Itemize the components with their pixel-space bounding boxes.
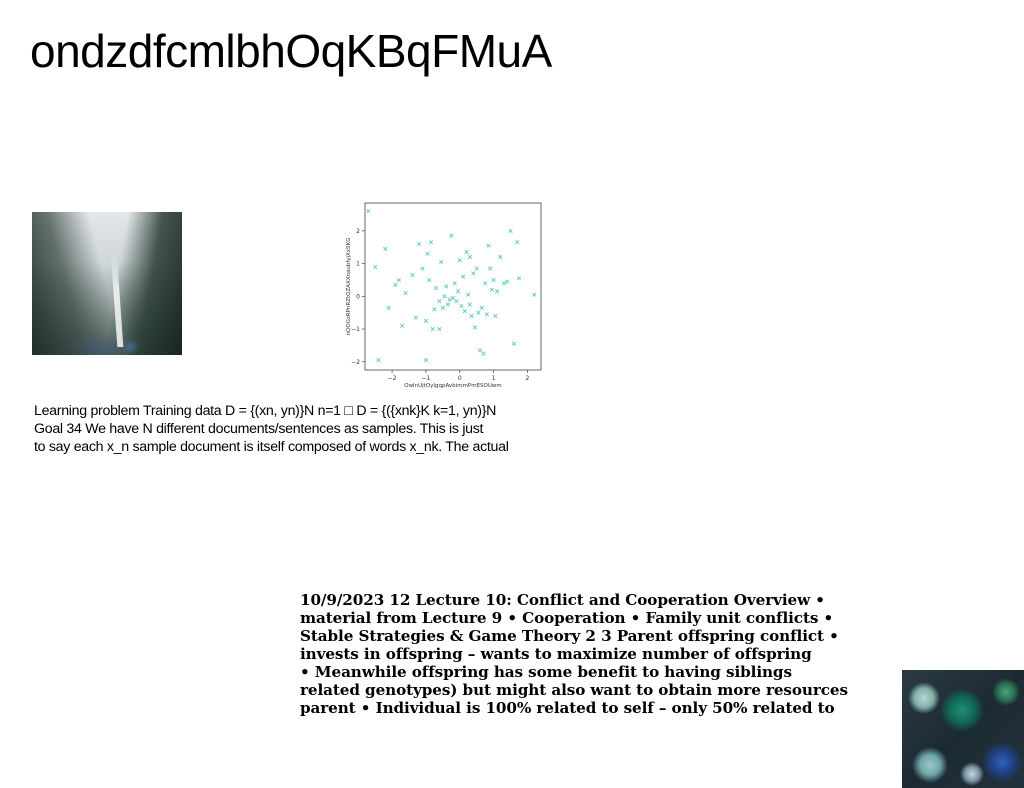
scatter-point xyxy=(467,254,473,260)
scatter-point xyxy=(462,308,467,314)
scatter-point xyxy=(373,264,378,269)
scatter-point xyxy=(440,305,445,310)
scatter-point xyxy=(410,272,415,278)
scatter-chart: −2 −1 0 1 2 −2 −1 0 1 2 OwlnUjtOyIgqpAvbimmPmESOUw… xyxy=(336,196,548,392)
y-tick-label: −1 xyxy=(351,326,360,333)
text-line: invests in offspring – wants to maximize… xyxy=(300,645,812,663)
learning-problem-text: Learning problem Training data D = {(xn,… xyxy=(34,402,614,456)
scatter-point xyxy=(437,299,442,304)
scatter-point xyxy=(432,307,437,312)
scatter-plot-svg: −2 −1 0 1 2 −2 −1 0 1 2 OwlnUjtOyIgqpAvbimmPmESOUw… xyxy=(346,202,542,389)
scatter-point xyxy=(466,292,471,297)
scatter-point xyxy=(493,313,498,319)
scatter-point xyxy=(449,233,454,238)
scatter-point xyxy=(400,323,405,328)
scatter-point xyxy=(511,341,517,346)
scatter-point xyxy=(383,246,388,251)
scatter-point xyxy=(442,294,447,299)
scatter-point xyxy=(489,287,495,292)
food-bowls-photo xyxy=(902,670,1024,788)
scatter-point xyxy=(471,271,476,276)
scatter-point xyxy=(366,209,371,214)
scatter-point xyxy=(455,289,461,294)
scatter-point xyxy=(413,315,418,320)
scatter-point xyxy=(486,243,491,248)
text-line: material from Lecture 9 • Cooperation • … xyxy=(300,609,834,627)
scatter-point xyxy=(454,299,459,304)
text-line: parent • Individual is 100% related to s… xyxy=(300,699,835,717)
scatter-point xyxy=(452,281,457,286)
scatter-point xyxy=(459,304,464,309)
scatter-point xyxy=(469,313,474,319)
scatter-point xyxy=(403,290,408,296)
scatter-point xyxy=(430,326,435,332)
x-tick-label: −2 xyxy=(388,375,397,382)
scatter-point xyxy=(515,240,520,245)
text-line: • Meanwhile offspring has some benefit t… xyxy=(300,663,792,681)
x-tick-label: 1 xyxy=(492,375,496,382)
scatter-point xyxy=(477,348,483,353)
scatter-point xyxy=(428,240,434,245)
scatter-point xyxy=(423,358,429,363)
scatter-point xyxy=(445,302,451,307)
scatter-point xyxy=(481,351,486,356)
text-line: Stable Strategies & Game Theory 2 3 Pare… xyxy=(300,627,839,645)
scatter-point xyxy=(532,292,537,297)
scatter-point xyxy=(498,254,503,260)
scatter-point xyxy=(461,274,466,279)
scatter-point xyxy=(472,325,478,330)
x-axis-label: OwlnUjtOyIgqpAvbimmPmESOUwm xyxy=(404,383,502,389)
scatter-point xyxy=(444,284,449,289)
y-tick-label: −2 xyxy=(351,359,360,366)
scatter-point xyxy=(396,277,401,283)
scatter-point xyxy=(457,258,462,263)
text-line: related genotypes) but might also want t… xyxy=(300,681,848,699)
y-axis-label: nQOGzRPnRZtQZAXXnaubfyjXxSKG xyxy=(346,238,352,336)
scatter-point xyxy=(501,281,506,286)
scatter-point xyxy=(433,286,439,291)
scatter-point xyxy=(488,266,493,271)
scatter-point xyxy=(420,266,425,271)
scatter-point xyxy=(474,266,479,271)
scatter-point xyxy=(508,228,513,233)
x-tick-label: 2 xyxy=(526,375,530,382)
scatter-point xyxy=(479,305,484,310)
scatter-point xyxy=(505,279,510,284)
x-tick-label: 0 xyxy=(458,375,462,382)
scatter-point xyxy=(494,289,500,294)
text-line: Learning problem Training data D = {(xn,… xyxy=(34,403,497,419)
scatter-point xyxy=(439,259,444,265)
scatter-point xyxy=(393,282,398,287)
page-title: ondzdfcmlbhOqKBqFMuA xyxy=(30,25,552,77)
text-line: 10/9/2023 12 Lecture 10: Conflict and Co… xyxy=(300,591,825,609)
text-line: Goal 34 We have N different documents/se… xyxy=(34,421,484,437)
lecture-notes-text: 10/9/2023 12 Lecture 10: Conflict and Co… xyxy=(300,591,900,717)
scatter-point xyxy=(437,326,442,332)
scatter-point xyxy=(376,358,381,363)
scatter-point xyxy=(484,312,489,317)
scatter-point xyxy=(417,241,422,247)
misty-waterfall-photo xyxy=(32,212,182,355)
plot-frame xyxy=(364,202,542,371)
scatter-point xyxy=(491,277,496,283)
scatter-point xyxy=(386,305,391,310)
scatter-point xyxy=(423,318,429,324)
scatter-point xyxy=(425,251,430,256)
scatter-point xyxy=(447,297,452,302)
scatter-point xyxy=(450,295,456,301)
x-tick-label: −1 xyxy=(421,375,430,382)
y-tick-label: 2 xyxy=(356,228,360,235)
scatter-point xyxy=(483,281,488,286)
y-tick-label: 0 xyxy=(356,293,360,300)
y-tick-label: 1 xyxy=(356,261,360,268)
text-line: to say each x_n sample document is itsel… xyxy=(34,439,509,455)
scatter-point xyxy=(516,276,522,281)
scatter-point xyxy=(467,302,473,307)
scatter-point xyxy=(427,277,432,283)
scatter-point xyxy=(464,249,469,255)
scatter-point xyxy=(476,310,481,315)
